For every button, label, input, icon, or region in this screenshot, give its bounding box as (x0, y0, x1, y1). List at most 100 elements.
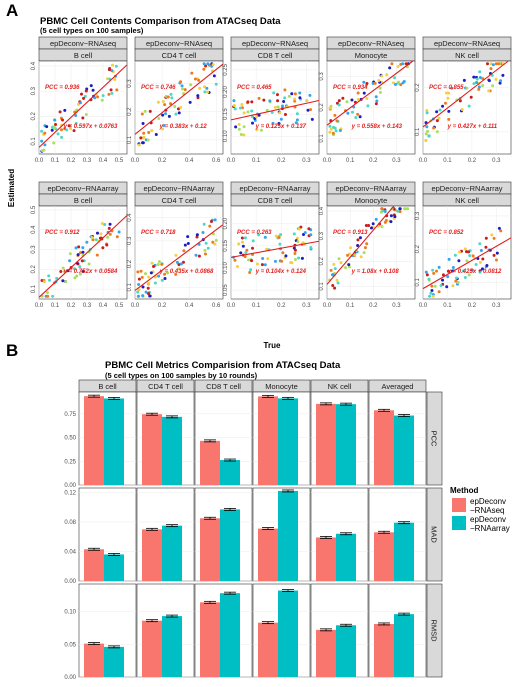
scatter-point (81, 246, 85, 250)
scatter-point (332, 262, 336, 266)
scatter-point (434, 269, 438, 273)
scatter-point (50, 128, 54, 132)
scatter-point (141, 285, 145, 289)
y-tick-label: 0.4 (319, 206, 325, 215)
scatter-point (99, 232, 103, 236)
pcc-annotation: PCC = 0.852 (429, 230, 464, 236)
scatter-point (371, 222, 375, 226)
scatter-point (233, 107, 237, 111)
x-tick-label: 0.2 (369, 158, 378, 164)
scatter-point (139, 136, 143, 140)
scatter-point (426, 129, 430, 133)
scatter-point (162, 123, 166, 127)
scatter-point (293, 248, 297, 252)
scatter-point (463, 247, 467, 251)
scatter-point (279, 233, 283, 237)
scatter-point (278, 111, 282, 115)
x-tick-label: 0.0 (419, 303, 428, 309)
scatter-point (441, 273, 445, 277)
scatter-point (278, 242, 282, 246)
scatter-point (180, 84, 184, 88)
x-tick-label: 0.2 (67, 303, 76, 309)
scatter-point (189, 83, 193, 87)
y-tick-label: 0.2 (127, 259, 133, 268)
scatter-point (169, 102, 173, 106)
facet-strip-cell-label: B cell (74, 51, 93, 60)
scatter-point (463, 276, 467, 280)
scatter-facet: epDeconv−RNAarray NK cell 0.0 0.1 0.2 0.3 0.1 0… (415, 181, 512, 309)
scatter-point (64, 280, 68, 284)
panel-a-title: PBMC Cell Contents Comparison from ATACs… (40, 16, 281, 27)
scatter-point (484, 236, 488, 240)
x-tick-label: 0.4 (185, 158, 194, 164)
scatter-point (177, 111, 181, 115)
scatter-point (142, 131, 146, 135)
scatter-point (498, 81, 502, 85)
y-tick-label: 0.2 (319, 103, 325, 112)
scatter-point (247, 258, 251, 262)
scatter-point (240, 103, 244, 107)
scatter-point (328, 124, 332, 128)
scatter-point (166, 271, 170, 275)
scatter-point (105, 243, 109, 247)
scatter-point (396, 209, 400, 213)
scatter-point (283, 88, 287, 92)
scatter-point (444, 91, 448, 95)
scatter-point (359, 255, 363, 259)
bar-facet (136, 583, 195, 678)
scatter-point (303, 231, 307, 235)
scatter-point (277, 235, 281, 239)
scatter-point (90, 235, 94, 239)
scatter-point (347, 263, 351, 267)
bar-facet (136, 487, 195, 582)
legend-label-rnaarray-line2: −RNAarray (470, 524, 510, 533)
y-tick-label: 0.1 (319, 282, 325, 291)
y-tick-label: 0.3 (319, 231, 325, 240)
scatter-point (43, 131, 47, 135)
scatter-point (75, 274, 79, 278)
scatter-point (472, 75, 476, 79)
bar-rnaseq (316, 403, 336, 485)
scatter-point (367, 224, 371, 228)
scatter-point (233, 258, 237, 262)
pcc-annotation: PCC = 0.465 (237, 85, 272, 91)
scatter-point (65, 128, 69, 132)
scatter-point (81, 269, 85, 273)
scatter-point (100, 221, 104, 225)
scatter-point (150, 261, 154, 265)
scatter-point (403, 207, 407, 211)
bar-rnaseq (84, 643, 104, 677)
legend-title: Method (450, 486, 479, 495)
scatter-point (251, 121, 255, 125)
y-tick-label: 0.00 (64, 483, 76, 489)
scatter-point (390, 62, 394, 66)
scatter-point (356, 97, 360, 101)
scatter-point (432, 126, 436, 130)
scatter-point (331, 131, 335, 135)
scatter-point (141, 121, 145, 125)
bar-facet (310, 391, 369, 486)
scatter-point (454, 279, 458, 283)
bar-facet (310, 487, 369, 582)
scatter-point (194, 253, 198, 257)
fit-line (230, 240, 320, 258)
scatter-point (464, 250, 468, 254)
y-tick-label: 0.5 (31, 205, 37, 214)
scatter-point (179, 105, 183, 109)
scatter-point (255, 262, 259, 266)
bar-facet (136, 391, 195, 486)
facet-strip-category-label: CD4 T cell (148, 382, 183, 391)
y-tick-label: 0.3 (31, 245, 37, 254)
y-tick-label: 0.25 (223, 63, 229, 75)
scatter-point (373, 81, 377, 85)
scatter-point (154, 133, 158, 137)
scatter-point (380, 74, 384, 78)
scatter-point (106, 77, 110, 81)
scatter-point (77, 245, 81, 249)
scatter-point (275, 93, 279, 97)
x-tick-label: 0.1 (252, 303, 261, 309)
scatter-point (109, 88, 113, 92)
scatter-point (193, 77, 197, 81)
scatter-point (298, 96, 302, 100)
scatter-point (141, 294, 145, 298)
